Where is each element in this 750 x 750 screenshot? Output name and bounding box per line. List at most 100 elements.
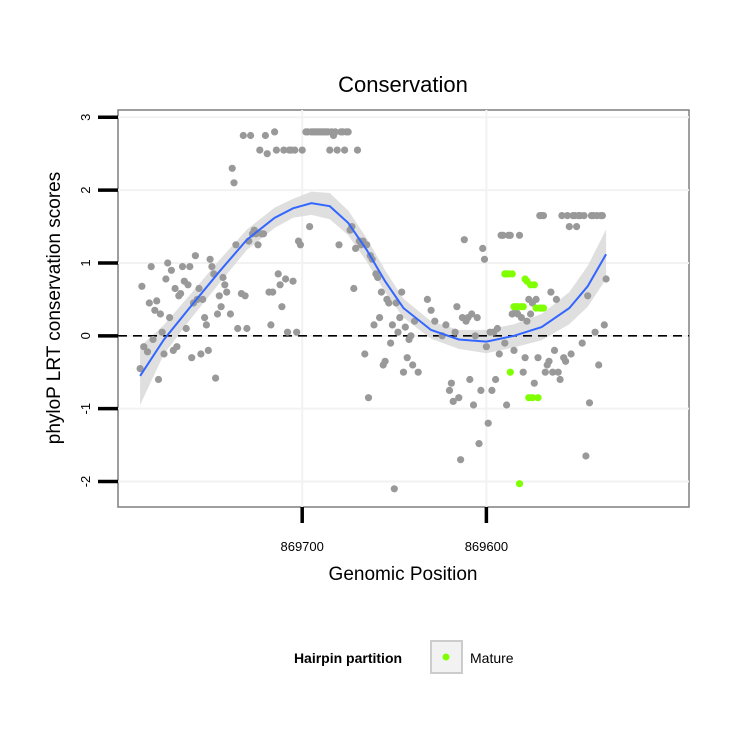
mature-point xyxy=(508,270,516,278)
data-point xyxy=(234,324,242,333)
data-point xyxy=(282,275,290,283)
mature-point xyxy=(539,304,548,312)
other-points xyxy=(136,128,610,493)
data-point xyxy=(477,386,485,394)
data-point xyxy=(460,236,468,244)
data-point xyxy=(387,339,395,347)
data-point xyxy=(401,323,409,331)
data-point xyxy=(591,328,599,336)
data-point xyxy=(534,354,542,362)
data-point xyxy=(215,292,223,300)
data-point xyxy=(306,223,314,231)
data-point xyxy=(171,284,179,293)
data-point xyxy=(580,212,588,220)
data-point xyxy=(191,252,199,260)
data-point xyxy=(480,255,489,263)
data-point xyxy=(453,303,461,311)
data-point xyxy=(261,131,269,140)
data-point xyxy=(469,401,478,409)
data-point xyxy=(532,295,540,303)
data-point xyxy=(584,292,592,300)
confidence-band-group xyxy=(140,191,607,405)
data-point xyxy=(149,335,157,344)
y-tick-label: 3 xyxy=(78,114,93,121)
data-point xyxy=(147,263,155,271)
data-point xyxy=(523,317,531,325)
data-point xyxy=(154,375,163,384)
data-point xyxy=(466,375,474,384)
data-point xyxy=(145,299,153,307)
confidence-band xyxy=(140,191,607,405)
data-point xyxy=(414,368,422,376)
axes: -2 -1 0 1 2 3 869700 869600 xyxy=(78,114,508,554)
y-tick-label: 1 xyxy=(78,259,93,266)
data-point xyxy=(394,328,402,336)
data-point xyxy=(344,128,352,136)
mature-point xyxy=(534,394,542,402)
data-point xyxy=(167,266,175,274)
data-point xyxy=(381,357,389,365)
data-point xyxy=(256,146,264,154)
data-point xyxy=(493,324,501,333)
data-point xyxy=(499,231,507,239)
data-point xyxy=(263,150,271,158)
data-point xyxy=(442,321,450,329)
data-point xyxy=(550,346,559,354)
x-axis-label: Genomic Position xyxy=(329,564,478,585)
data-point xyxy=(274,270,282,278)
data-point xyxy=(254,241,262,249)
data-point xyxy=(162,275,170,283)
data-point xyxy=(350,284,358,293)
data-point xyxy=(573,223,581,231)
data-point xyxy=(197,350,205,358)
data-point xyxy=(353,146,362,154)
data-point xyxy=(554,368,562,376)
data-point xyxy=(201,314,209,322)
data-point xyxy=(541,368,549,376)
data-point xyxy=(204,346,212,354)
legend: Hairpin partition Mature xyxy=(294,640,514,674)
data-point xyxy=(427,306,435,314)
data-point xyxy=(539,212,548,220)
data-point xyxy=(510,346,518,354)
data-point xyxy=(293,328,301,336)
data-point xyxy=(423,295,431,303)
data-point xyxy=(136,365,144,373)
data-point xyxy=(451,328,459,336)
data-point xyxy=(484,419,492,427)
data-point xyxy=(595,361,603,369)
data-point xyxy=(471,332,479,340)
data-point xyxy=(364,394,373,402)
data-point xyxy=(556,375,564,384)
data-point xyxy=(517,314,526,322)
data-point xyxy=(445,386,454,394)
data-point xyxy=(455,394,463,402)
mature-point xyxy=(506,368,514,376)
data-point xyxy=(473,314,481,322)
data-point xyxy=(506,231,514,239)
data-point xyxy=(195,284,203,293)
data-point xyxy=(296,241,304,249)
mature-point xyxy=(519,303,527,311)
data-point xyxy=(219,273,227,282)
legend-title: Hairpin partition xyxy=(294,650,402,666)
data-point xyxy=(519,368,527,376)
data-point xyxy=(164,259,172,267)
gridlines xyxy=(118,110,689,507)
mature-point xyxy=(530,281,538,289)
data-point xyxy=(602,275,610,283)
data-point xyxy=(158,328,166,336)
data-point xyxy=(199,295,207,303)
data-point xyxy=(326,146,334,154)
data-point xyxy=(259,230,268,238)
data-point xyxy=(166,314,174,322)
data-point xyxy=(399,368,408,376)
data-point xyxy=(403,354,411,362)
data-point xyxy=(567,350,575,358)
y-axis-label: phyloP LRT conservation scores xyxy=(44,172,65,445)
x-tick-label: 869600 xyxy=(465,539,508,554)
data-point xyxy=(352,244,360,252)
data-point xyxy=(515,231,524,239)
data-point xyxy=(479,244,487,252)
mature-points xyxy=(501,270,548,488)
